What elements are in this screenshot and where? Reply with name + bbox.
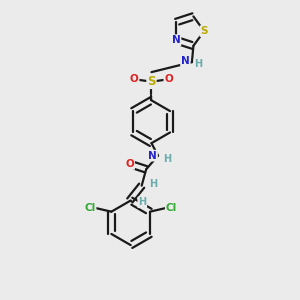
Text: H: H [163,154,171,164]
Text: H: H [138,197,146,207]
Text: O: O [130,74,139,84]
Text: Cl: Cl [84,203,96,213]
Text: Cl: Cl [166,203,177,213]
Text: H: H [149,179,157,189]
Text: S: S [147,75,156,88]
Text: O: O [125,159,134,169]
Text: S: S [200,26,208,36]
Text: N: N [148,151,157,160]
Text: N: N [172,35,181,45]
Text: N: N [181,56,190,66]
Text: O: O [164,74,173,84]
Text: H: H [194,58,202,69]
